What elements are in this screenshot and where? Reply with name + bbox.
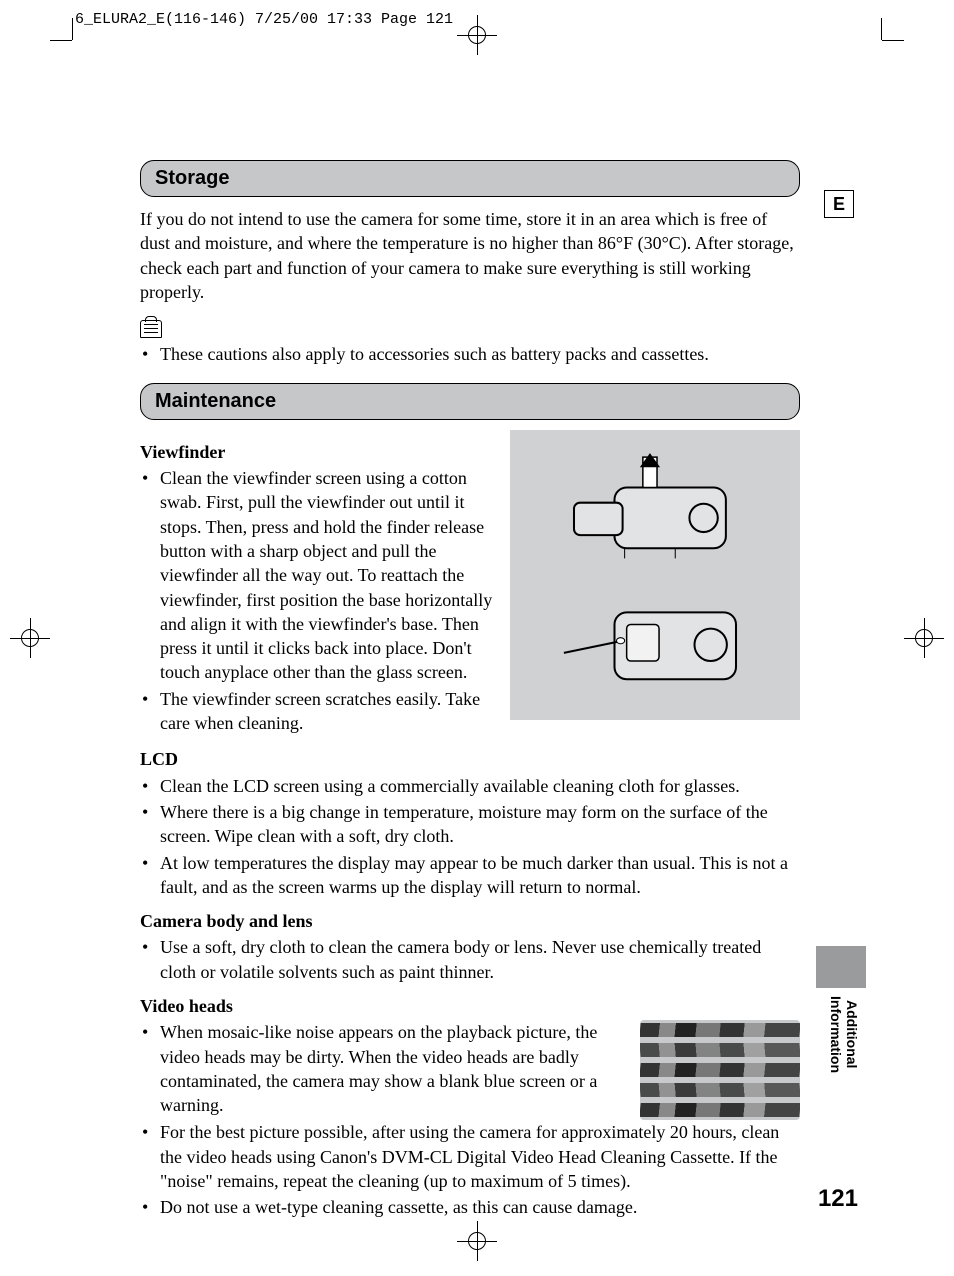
thumb-tab-line2: Information xyxy=(828,996,844,1073)
video-heads-b3: Do not use a wet-type cleaning cassette,… xyxy=(140,1195,800,1219)
camera-illustration-2 xyxy=(520,582,790,704)
registration-mark-left xyxy=(10,618,50,658)
noise-illustration xyxy=(640,1020,800,1120)
video-heads-b1: When mosaic-like noise appears on the pl… xyxy=(140,1020,626,1117)
video-heads-bullets-top: When mosaic-like noise appears on the pl… xyxy=(140,1020,626,1117)
video-heads-bullets-rest: For the best picture possible, after usi… xyxy=(140,1120,800,1219)
thumb-tab-block xyxy=(816,946,866,988)
body-lens-b1: Use a soft, dry cloth to clean the camer… xyxy=(140,935,800,984)
lcd-bullets: Clean the LCD screen using a commerciall… xyxy=(140,774,800,899)
body-lens-heading: Camera body and lens xyxy=(140,909,800,933)
thumb-tab-line1: Additional xyxy=(844,1000,860,1068)
viewfinder-b1: Clean the viewfinder screen using a cott… xyxy=(140,466,496,685)
body-lens-bullets: Use a soft, dry cloth to clean the camer… xyxy=(140,935,800,984)
print-header: 6_ELURA2_E(116-146) 7/25/00 17:33 Page 1… xyxy=(75,10,453,30)
video-heads-b2: For the best picture possible, after usi… xyxy=(140,1120,800,1193)
language-tab: E xyxy=(824,190,854,218)
storage-note-1: These cautions also apply to accessories… xyxy=(140,342,800,366)
registration-mark-right xyxy=(904,618,944,658)
storage-body: If you do not intend to use the camera f… xyxy=(140,207,800,304)
viewfinder-heading: Viewfinder xyxy=(140,440,496,464)
lcd-b1: Clean the LCD screen using a commerciall… xyxy=(140,774,800,798)
viewfinder-b2: The viewfinder screen scratches easily. … xyxy=(140,687,496,736)
section-header-maintenance: Maintenance xyxy=(140,383,800,420)
registration-mark-top xyxy=(457,15,497,55)
note-icon xyxy=(140,320,162,338)
section-header-storage: Storage xyxy=(140,160,800,197)
lcd-heading: LCD xyxy=(140,747,800,771)
camera-illustration-1 xyxy=(520,447,790,569)
lcd-b3: At low temperatures the display may appe… xyxy=(140,851,800,900)
storage-notes: These cautions also apply to accessories… xyxy=(140,342,800,366)
registration-mark-bottom xyxy=(457,1221,497,1261)
thumb-tab-label: Additional Information xyxy=(828,996,860,1073)
viewfinder-bullets: Clean the viewfinder screen using a cott… xyxy=(140,466,496,735)
page-number: 121 xyxy=(818,1183,858,1215)
video-heads-heading: Video heads xyxy=(140,994,800,1018)
page-content: Storage If you do not intend to use the … xyxy=(140,160,800,1222)
lcd-b2: Where there is a big change in temperatu… xyxy=(140,800,800,849)
viewfinder-illustration xyxy=(510,430,800,720)
